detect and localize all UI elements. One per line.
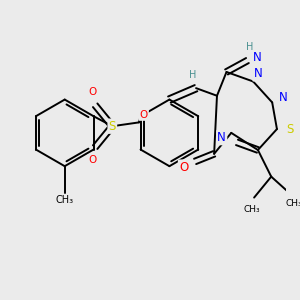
- Text: N: N: [254, 68, 262, 80]
- Text: O: O: [140, 110, 148, 120]
- Text: S: S: [286, 123, 294, 136]
- Text: CH₃: CH₃: [56, 195, 74, 206]
- Text: O: O: [88, 155, 96, 166]
- Text: CH₃: CH₃: [286, 199, 300, 208]
- Text: N: N: [253, 51, 261, 64]
- Text: N: N: [218, 131, 226, 144]
- Text: O: O: [179, 160, 188, 174]
- Text: N: N: [279, 91, 288, 104]
- Text: H: H: [246, 42, 253, 52]
- Text: S: S: [109, 120, 116, 133]
- Text: H: H: [189, 70, 196, 80]
- Text: O: O: [88, 87, 96, 97]
- Text: CH₃: CH₃: [244, 205, 260, 214]
